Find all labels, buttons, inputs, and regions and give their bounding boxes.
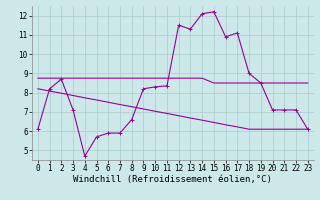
- X-axis label: Windchill (Refroidissement éolien,°C): Windchill (Refroidissement éolien,°C): [73, 175, 272, 184]
